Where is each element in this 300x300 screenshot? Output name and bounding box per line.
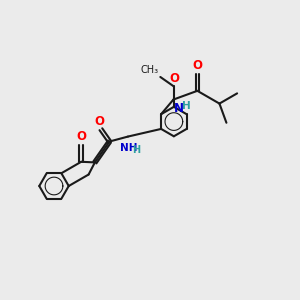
Text: O: O	[192, 59, 203, 72]
Text: NH: NH	[120, 143, 137, 153]
Text: H: H	[182, 101, 190, 111]
Text: O: O	[76, 130, 86, 143]
Text: O: O	[94, 115, 104, 128]
Text: O: O	[169, 72, 179, 85]
Text: N: N	[174, 102, 184, 115]
Text: CH₃: CH₃	[141, 65, 159, 75]
Text: H: H	[132, 145, 140, 155]
